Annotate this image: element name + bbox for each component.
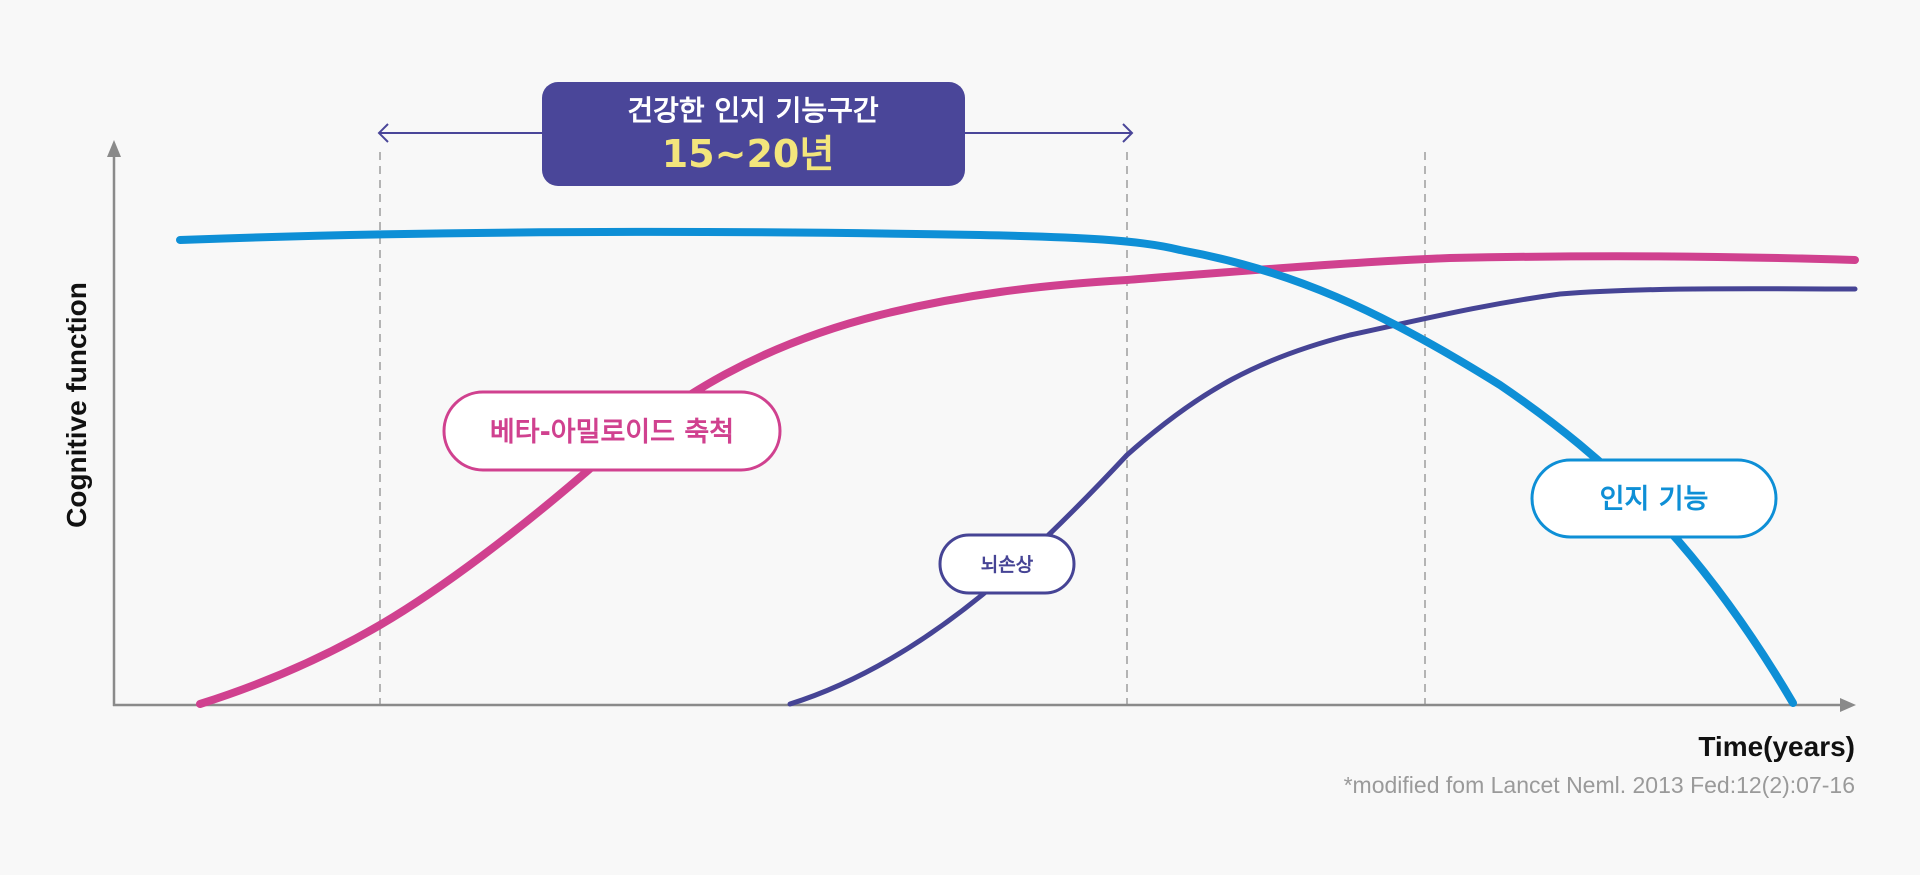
period-box <box>542 82 965 186</box>
amyloid-label: 베타-아밀로이드 축척 <box>490 417 734 448</box>
period-title: 건강한 인지 기능구간 <box>627 94 879 127</box>
amyloid-curve <box>196 252 1859 708</box>
cognitive-label: 인지 기능 <box>1600 484 1709 515</box>
x-axis-label: Time(years) <box>1698 731 1855 762</box>
x-axis-arrow-icon <box>1840 698 1856 712</box>
period-value: 15~20년 <box>662 132 835 176</box>
period-arrow-left-icon <box>377 123 389 143</box>
y-axis-arrow-icon <box>107 140 121 157</box>
brain-damage-label: 뇌손상 <box>981 554 1034 576</box>
period-arrow-right-icon <box>1122 123 1134 143</box>
brain-damage-curve <box>787 286 1858 707</box>
cognitive-label-badge <box>1530 458 1778 539</box>
y-axis-label: Cognitive function <box>61 282 92 528</box>
brain-damage-label-badge <box>938 533 1076 595</box>
amyloid-label-badge <box>442 390 782 472</box>
source-note: *modified fom Lancet Neml. 2013 Fed:12(2… <box>1344 772 1855 798</box>
